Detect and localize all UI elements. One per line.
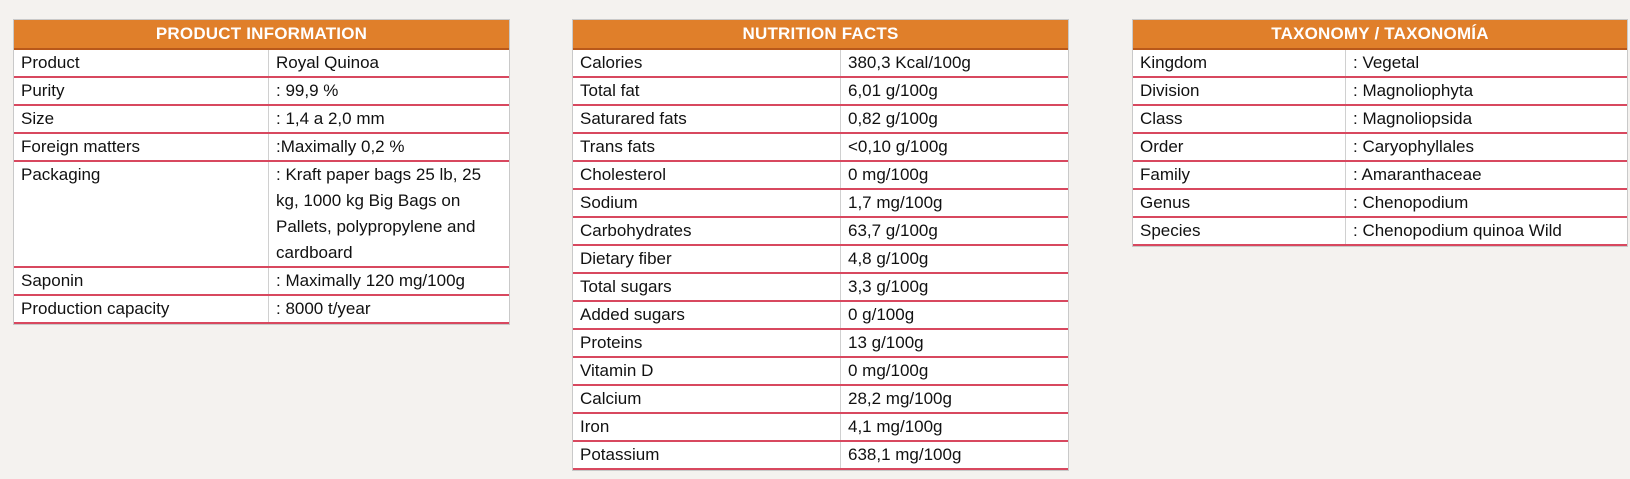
taxonomy-table: TAXONOMY / TAXONOMÍA Kingdom : Vegetal D… bbox=[1132, 19, 1628, 247]
table-row: Product Royal Quinoa bbox=[14, 50, 509, 78]
row-value: : Chenopodium quinoa Wild bbox=[1345, 217, 1627, 246]
table-row: Division : Magnoliophyta bbox=[1133, 77, 1627, 106]
row-value: : Maximally 120 mg/100g bbox=[268, 267, 509, 296]
table-row: Carbohydrates 63,7 g/100g bbox=[573, 217, 1068, 246]
row-label: Proteins bbox=[573, 329, 841, 358]
row-label: Size bbox=[14, 105, 269, 134]
row-label: Kingdom bbox=[1133, 50, 1346, 78]
row-label: Added sugars bbox=[573, 301, 841, 330]
row-label: Production capacity bbox=[14, 295, 269, 324]
table-row: Order : Caryophyllales bbox=[1133, 133, 1627, 162]
row-label: Trans fats bbox=[573, 133, 841, 162]
table-row: Genus : Chenopodium bbox=[1133, 189, 1627, 218]
row-label: Sodium bbox=[573, 189, 841, 218]
row-value: 0,82 g/100g bbox=[840, 105, 1068, 134]
row-value: : Vegetal bbox=[1345, 50, 1627, 78]
table-row: Proteins 13 g/100g bbox=[573, 329, 1068, 358]
table-row: Saturared fats 0,82 g/100g bbox=[573, 105, 1068, 134]
row-value: <0,10 g/100g bbox=[840, 133, 1068, 162]
taxonomy-title: TAXONOMY / TAXONOMÍA bbox=[1133, 20, 1627, 50]
row-label: Division bbox=[1133, 77, 1346, 106]
table-row: Calcium 28,2 mg/100g bbox=[573, 385, 1068, 414]
row-value: 638,1 mg/100g bbox=[840, 441, 1068, 470]
row-label: Calories bbox=[573, 50, 841, 78]
row-value: :Maximally 0,2 % bbox=[268, 133, 509, 162]
row-label: Vitamin D bbox=[573, 357, 841, 386]
table-row: Kingdom : Vegetal bbox=[1133, 50, 1627, 78]
product-information-table: PRODUCT INFORMATION Product Royal Quinoa… bbox=[13, 19, 510, 325]
table-row: Size : 1,4 a 2,0 mm bbox=[14, 105, 509, 134]
row-value: : Magnoliopsida bbox=[1345, 105, 1627, 134]
row-value: : Kraft paper bags 25 lb, 25 kg, 1000 kg… bbox=[268, 161, 509, 268]
table-row: Added sugars 0 g/100g bbox=[573, 301, 1068, 330]
table-row: Species : Chenopodium quinoa Wild bbox=[1133, 217, 1627, 246]
row-value: : Amaranthaceae bbox=[1345, 161, 1627, 190]
row-value: 6,01 g/100g bbox=[840, 77, 1068, 106]
row-value: 1,7 mg/100g bbox=[840, 189, 1068, 218]
table-row: Sodium 1,7 mg/100g bbox=[573, 189, 1068, 218]
row-label: Iron bbox=[573, 413, 841, 442]
row-label: Dietary fiber bbox=[573, 245, 841, 274]
table-row: Trans fats <0,10 g/100g bbox=[573, 133, 1068, 162]
row-value: 4,1 mg/100g bbox=[840, 413, 1068, 442]
row-value: Royal Quinoa bbox=[268, 50, 509, 78]
table-row: Production capacity : 8000 t/year bbox=[14, 295, 509, 324]
row-label: Carbohydrates bbox=[573, 217, 841, 246]
table-row: Family : Amaranthaceae bbox=[1133, 161, 1627, 190]
product-information-rows: Product Royal Quinoa Purity : 99,9 % Siz… bbox=[14, 50, 509, 324]
row-label: Calcium bbox=[573, 385, 841, 414]
row-label: Class bbox=[1133, 105, 1346, 134]
nutrition-facts-table: NUTRITION FACTS Calories 380,3 Kcal/100g… bbox=[572, 19, 1069, 471]
row-value: 63,7 g/100g bbox=[840, 217, 1068, 246]
table-row: Class : Magnoliopsida bbox=[1133, 105, 1627, 134]
row-label: Family bbox=[1133, 161, 1346, 190]
row-label: Saponin bbox=[14, 267, 269, 296]
table-row: Foreign matters :Maximally 0,2 % bbox=[14, 133, 509, 162]
row-label: Total fat bbox=[573, 77, 841, 106]
table-row: Saponin : Maximally 120 mg/100g bbox=[14, 267, 509, 296]
row-value: 13 g/100g bbox=[840, 329, 1068, 358]
row-value: : Magnoliophyta bbox=[1345, 77, 1627, 106]
row-value: : 8000 t/year bbox=[268, 295, 509, 324]
row-label: Product bbox=[14, 50, 269, 78]
row-value: 3,3 g/100g bbox=[840, 273, 1068, 302]
table-row: Total sugars 3,3 g/100g bbox=[573, 273, 1068, 302]
row-label: Total sugars bbox=[573, 273, 841, 302]
row-value: : Chenopodium bbox=[1345, 189, 1627, 218]
row-label: Foreign matters bbox=[14, 133, 269, 162]
product-information-title: PRODUCT INFORMATION bbox=[14, 20, 509, 50]
row-value: 28,2 mg/100g bbox=[840, 385, 1068, 414]
table-row: Total fat 6,01 g/100g bbox=[573, 77, 1068, 106]
row-value: : 1,4 a 2,0 mm bbox=[268, 105, 509, 134]
row-label: Species bbox=[1133, 217, 1346, 246]
table-row: Calories 380,3 Kcal/100g bbox=[573, 50, 1068, 78]
row-label: Packaging bbox=[14, 161, 269, 268]
table-row: Potassium 638,1 mg/100g bbox=[573, 441, 1068, 470]
row-label: Saturared fats bbox=[573, 105, 841, 134]
nutrition-facts-rows: Calories 380,3 Kcal/100g Total fat 6,01 … bbox=[573, 50, 1068, 470]
row-value: 380,3 Kcal/100g bbox=[840, 50, 1068, 78]
row-label: Genus bbox=[1133, 189, 1346, 218]
row-value: : 99,9 % bbox=[268, 77, 509, 106]
table-row: Vitamin D 0 mg/100g bbox=[573, 357, 1068, 386]
table-row: Iron 4,1 mg/100g bbox=[573, 413, 1068, 442]
table-row: Purity : 99,9 % bbox=[14, 77, 509, 106]
table-row: Packaging : Kraft paper bags 25 lb, 25 k… bbox=[14, 161, 509, 268]
row-label: Potassium bbox=[573, 441, 841, 470]
row-value: 0 mg/100g bbox=[840, 161, 1068, 190]
table-row: Dietary fiber 4,8 g/100g bbox=[573, 245, 1068, 274]
row-value: 0 g/100g bbox=[840, 301, 1068, 330]
row-label: Order bbox=[1133, 133, 1346, 162]
taxonomy-rows: Kingdom : Vegetal Division : Magnoliophy… bbox=[1133, 50, 1627, 246]
table-row: Cholesterol 0 mg/100g bbox=[573, 161, 1068, 190]
nutrition-facts-title: NUTRITION FACTS bbox=[573, 20, 1068, 50]
row-value: 0 mg/100g bbox=[840, 357, 1068, 386]
row-label: Cholesterol bbox=[573, 161, 841, 190]
row-value: 4,8 g/100g bbox=[840, 245, 1068, 274]
row-label: Purity bbox=[14, 77, 269, 106]
row-value: : Caryophyllales bbox=[1345, 133, 1627, 162]
